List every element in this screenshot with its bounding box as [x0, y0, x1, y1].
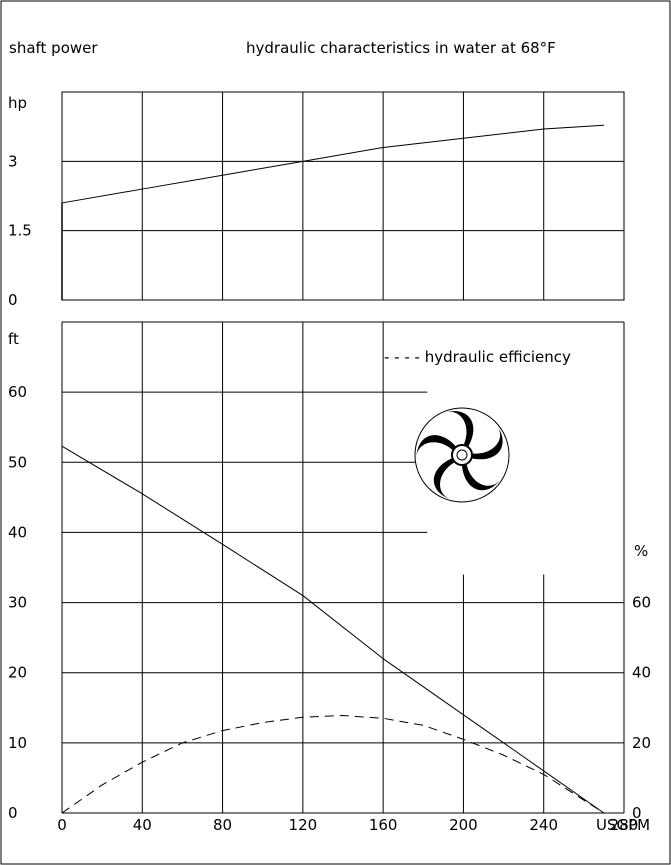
- efficiency-y-axis-label: %: [634, 542, 648, 560]
- head-y-tick-label: 0: [8, 804, 18, 822]
- head-grid: [61, 321, 625, 814]
- impeller-icon: [414, 407, 510, 503]
- power-curve: [61, 124, 604, 204]
- head-y-tick-label: 10: [8, 734, 27, 752]
- flow-x-tick-label: 0: [57, 816, 67, 834]
- efficiency-y-tick-label: 60: [632, 594, 651, 612]
- power-grid: [62, 92, 625, 300]
- head-y-tick-label: 60: [8, 383, 27, 401]
- head-y-axis-label: ft: [8, 330, 19, 348]
- head-efficiency-chart: ft % USGPM 0 10 20 30 40 50 60 0 20 40 60 0 40 80 12…: [8, 321, 651, 834]
- efficiency-y-ticks: 0 20 40 60: [632, 594, 651, 822]
- efficiency-legend: - - - - hydraulic efficiency: [384, 348, 571, 366]
- flow-x-tick-label: 200: [449, 816, 478, 834]
- flow-x-tick-label: 280: [610, 816, 639, 834]
- power-y-tick-label: 3: [8, 152, 18, 170]
- flow-x-tick-label: 80: [213, 816, 232, 834]
- figure-title: hydraulic characteristics in water at 68…: [246, 39, 556, 57]
- flow-x-tick-label: 240: [529, 816, 558, 834]
- efficiency-y-tick-label: 20: [632, 734, 651, 752]
- power-y-tick-label: 0: [8, 291, 18, 309]
- flow-x-tick-label: 120: [289, 816, 318, 834]
- head-y-tick-label: 30: [8, 594, 27, 612]
- head-efficiency-series: [61, 445, 605, 814]
- power-y-ticks: 01.53: [8, 152, 32, 309]
- efficiency-curve: [61, 715, 605, 814]
- flow-x-tick-label: 40: [133, 816, 152, 834]
- shaft-power-label: shaft power: [9, 39, 98, 57]
- power-series: [61, 124, 604, 300]
- head-y-ticks: 0 10 20 30 40 50 60: [8, 383, 27, 822]
- power-chart: hp 01.53: [8, 91, 625, 309]
- head-y-tick-label: 40: [8, 523, 27, 541]
- power-y-axis-label: hp: [8, 94, 27, 112]
- flow-x-ticks: 0 40 80 120 160 200 240 280: [57, 816, 638, 834]
- head-y-tick-label: 50: [8, 453, 27, 471]
- head-curve: [61, 445, 605, 814]
- efficiency-y-tick-label: 0: [632, 804, 642, 822]
- power-plot-area: [61, 91, 625, 301]
- flow-x-tick-label: 160: [369, 816, 398, 834]
- flow-unit-label: USGPM: [596, 816, 650, 834]
- efficiency-y-tick-label: 40: [632, 664, 651, 682]
- head-y-tick-label: 20: [8, 664, 27, 682]
- power-y-tick-label: 1.5: [8, 222, 32, 240]
